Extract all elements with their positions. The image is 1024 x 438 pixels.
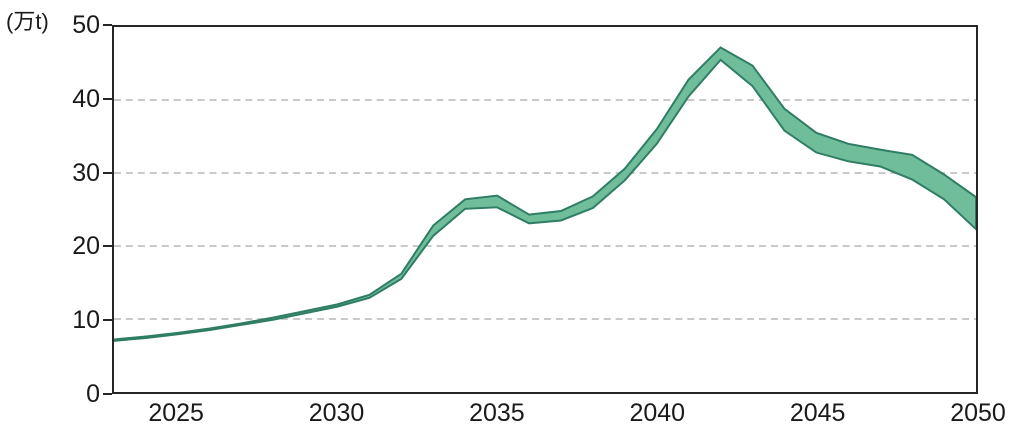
y-tick-label: 0 <box>86 380 100 408</box>
y-tick-mark <box>103 245 112 248</box>
x-tick-label: 2045 <box>789 399 846 427</box>
y-tick-label: 20 <box>72 232 100 261</box>
y-tick-label: 40 <box>72 84 100 113</box>
y-tick-mark <box>103 319 112 322</box>
x-tick-label: 2025 <box>148 399 204 427</box>
x-tick-label: 2050 <box>950 399 1006 427</box>
y-axis-unit-label: (万t) <box>6 9 49 34</box>
uncertainty-band <box>114 46 976 342</box>
y-tick-mark <box>103 393 112 395</box>
x-tick-label: 2030 <box>308 399 365 427</box>
plot-area <box>112 25 978 394</box>
y-tick-mark <box>103 171 112 174</box>
y-tick-label: 10 <box>72 306 100 335</box>
x-tick-label: 2035 <box>469 399 525 427</box>
band-chart-svg <box>114 46 976 342</box>
y-tick-mark <box>103 24 112 26</box>
y-tick-label: 30 <box>72 158 100 187</box>
y-tick-label: 50 <box>72 11 100 39</box>
y-tick-mark <box>103 97 112 100</box>
x-tick-label: 2040 <box>629 399 686 427</box>
